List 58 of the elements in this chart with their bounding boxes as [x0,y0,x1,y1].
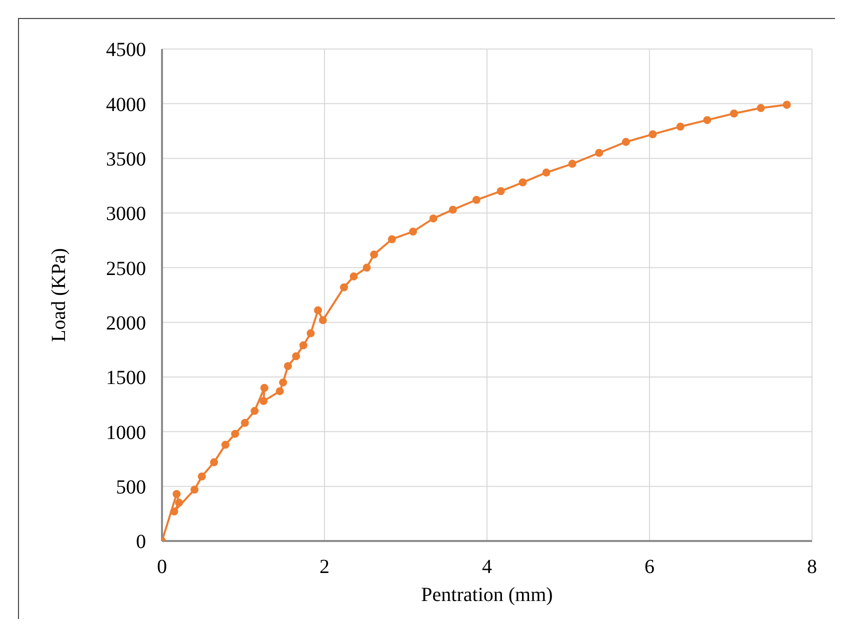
y-tick-label: 2000 [106,312,146,334]
point [299,341,308,350]
x-tick-label: 8 [807,556,817,578]
point [542,168,550,177]
point [448,206,457,214]
y-axis-title: Load (KPa) [48,248,70,342]
point [595,148,604,157]
point [276,387,284,396]
point [210,458,218,466]
y-tick-label: 4500 [106,39,146,62]
point [782,100,791,109]
point [703,116,712,124]
y-tick-label: 2500 [106,258,146,280]
point [250,406,259,415]
point [676,122,684,131]
x-tick-label: 0 [157,556,167,578]
point [260,384,268,392]
y-tick-label: 1000 [106,422,146,444]
x-axis-title: Pentration (mm) [421,584,553,606]
y-tick-label: 3000 [106,203,146,226]
point [260,397,268,406]
point [198,472,206,480]
point [370,250,378,259]
point [429,214,438,222]
point [340,283,348,292]
point [388,235,396,244]
point [175,498,184,507]
y-tick-label: 4000 [106,94,146,116]
point [279,378,288,386]
y-tick-label: 3500 [106,148,146,170]
point [318,316,327,324]
point [190,486,198,494]
y-tick-label: 1500 [106,367,146,390]
point [518,178,527,186]
point [472,196,480,204]
point [350,272,358,280]
point [622,138,630,146]
x-tick-label: 6 [644,556,654,578]
x-tick-label: 4 [482,556,492,578]
point [409,228,418,236]
point [568,160,576,168]
point [362,264,371,272]
y-tick-label: 500 [116,476,146,498]
point [730,110,738,118]
point [292,352,300,360]
point [240,418,249,427]
point [221,440,230,449]
point [170,507,178,516]
point [284,362,292,370]
point [496,187,505,196]
x-tick-label: 2 [320,556,330,578]
point [306,329,315,338]
point [231,430,240,438]
point [648,130,657,138]
point [756,104,765,112]
point [172,490,181,498]
point [314,306,322,314]
y-tick-label: 0 [136,531,146,554]
